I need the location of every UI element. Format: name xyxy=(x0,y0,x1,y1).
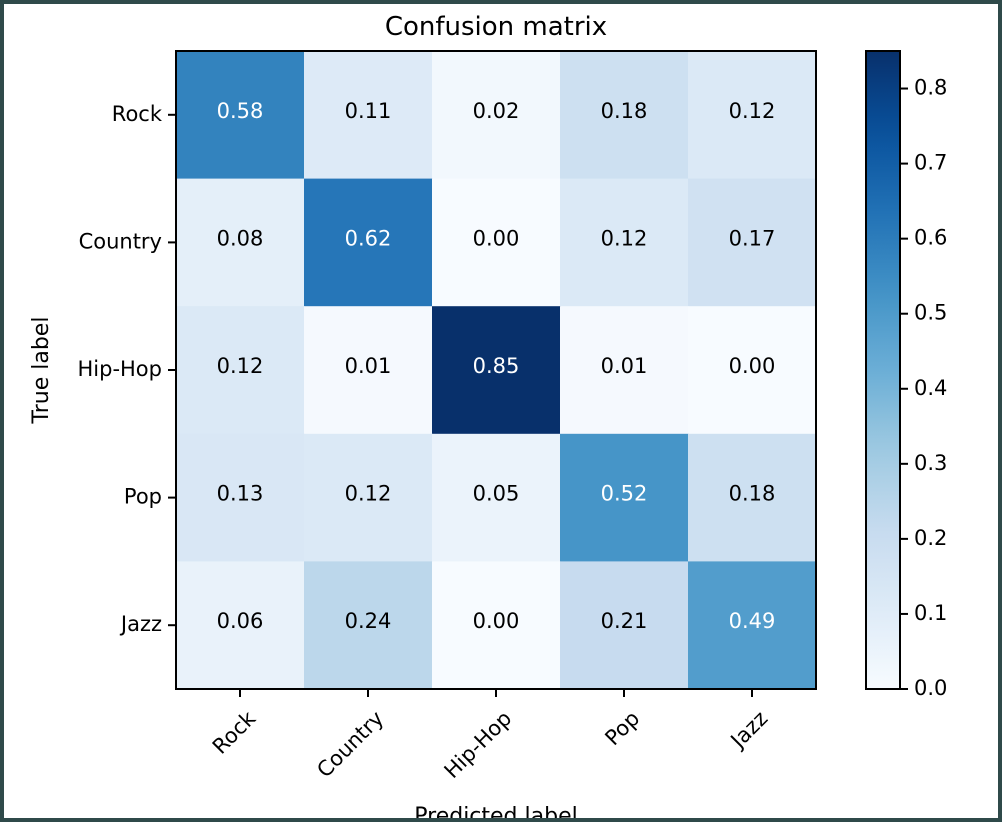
cell-value-label: 0.12 xyxy=(217,354,264,378)
heatmap-cell xyxy=(304,306,433,435)
y-tick-label: Jazz xyxy=(119,612,162,636)
heatmap-cell xyxy=(176,433,305,562)
heatmap-cell xyxy=(560,433,689,562)
heatmap-cell xyxy=(304,561,433,690)
heatmap-cell xyxy=(432,433,561,562)
y-tick-label: Country xyxy=(79,229,162,253)
cell-value-label: 0.00 xyxy=(473,609,520,633)
cell-value-label: 0.12 xyxy=(345,482,392,506)
confusion-matrix-chart: Confusion matrix 0.58 0.11 0.02 0.18 0.12 0.0… xyxy=(4,4,998,818)
cell-value-label: 0.08 xyxy=(217,226,264,250)
heatmap-cell xyxy=(176,561,305,690)
heatmap-cell xyxy=(176,51,305,180)
cell-value-label: 0.02 xyxy=(473,99,520,123)
y-axis-ticks: Rock Country Hip-Hop Pop Jazz xyxy=(77,102,176,636)
cell-value-label: 0.52 xyxy=(601,482,648,506)
heatmap-cell xyxy=(304,51,433,180)
figure-frame: Confusion matrix 0.58 0.11 0.02 0.18 0.12 0.0… xyxy=(4,4,998,818)
heatmap-cell xyxy=(688,306,817,435)
heatmap-cell xyxy=(688,561,817,690)
chart-title: Confusion matrix xyxy=(385,12,607,42)
cell-value-label: 0.49 xyxy=(729,609,776,633)
cell-value-label: 0.62 xyxy=(345,226,392,250)
y-tick-label: Hip-Hop xyxy=(77,357,162,381)
cell-value-label: 0.01 xyxy=(601,354,648,378)
cell-value-label: 0.18 xyxy=(601,99,648,123)
heatmap-cells xyxy=(176,51,817,690)
heatmap-cell xyxy=(304,433,433,562)
heatmap-cell xyxy=(304,178,433,307)
colorbar-tick-label: 0.2 xyxy=(914,526,947,550)
colorbar-tick-label: 0.6 xyxy=(914,226,947,250)
cell-value-label: 0.18 xyxy=(729,482,776,506)
cell-value-label: 0.13 xyxy=(217,482,264,506)
cell-value-label: 0.06 xyxy=(217,609,264,633)
heatmap-cell xyxy=(560,306,689,435)
cell-value-label: 0.24 xyxy=(345,609,392,633)
colorbar-tick-label: 0.1 xyxy=(914,601,947,625)
heatmap-cell xyxy=(688,51,817,180)
colorbar-tick-label: 0.7 xyxy=(914,151,947,175)
x-axis-label: Predicted label xyxy=(414,804,577,818)
heatmap-cell xyxy=(176,306,305,435)
heatmap-cell xyxy=(432,306,561,435)
heatmap-cell-labels: 0.58 0.11 0.02 0.18 0.12 0.08 0.62 0.00 0.12 0.17… xyxy=(217,99,776,633)
cell-value-label: 0.58 xyxy=(217,99,264,123)
cell-value-label: 0.00 xyxy=(473,226,520,250)
cell-value-label: 0.11 xyxy=(345,99,392,123)
heatmap-cell xyxy=(432,178,561,307)
y-axis-label: True label xyxy=(29,317,54,425)
cell-value-label: 0.12 xyxy=(729,99,776,123)
heatmap-cell xyxy=(560,561,689,690)
colorbar-frame xyxy=(865,50,901,690)
y-tick-label: Pop xyxy=(124,485,162,509)
colorbar-tick-label: 0.8 xyxy=(914,76,947,100)
cell-value-label: 0.05 xyxy=(473,482,520,506)
colorbar-tick-label: 0.5 xyxy=(914,301,947,325)
heatmap-cell xyxy=(560,178,689,307)
colorbar-tick-label: 0.4 xyxy=(914,376,947,400)
cell-value-label: 0.17 xyxy=(729,226,776,250)
colorbar: 0.0 0.1 0.2 0.3 0.4 0.5 0.6 0.7 0.8 xyxy=(865,50,947,700)
heatmap-cell xyxy=(688,433,817,562)
cell-value-label: 0.12 xyxy=(601,226,648,250)
cell-value-label: 0.21 xyxy=(601,609,648,633)
heatmap-cell xyxy=(432,51,561,180)
cell-value-label: 0.00 xyxy=(729,354,776,378)
heatmap-cell xyxy=(176,178,305,307)
y-tick-label: Rock xyxy=(112,102,163,126)
cell-value-label: 0.01 xyxy=(345,354,392,378)
colorbar-tick-label: 0.0 xyxy=(914,676,947,700)
cell-value-label: 0.85 xyxy=(473,354,520,378)
heatmap-cell xyxy=(560,51,689,180)
heatmap-cell xyxy=(688,178,817,307)
colorbar-gradient xyxy=(866,51,900,689)
colorbar-tick-label: 0.3 xyxy=(914,451,947,475)
heatmap-cell xyxy=(432,561,561,690)
